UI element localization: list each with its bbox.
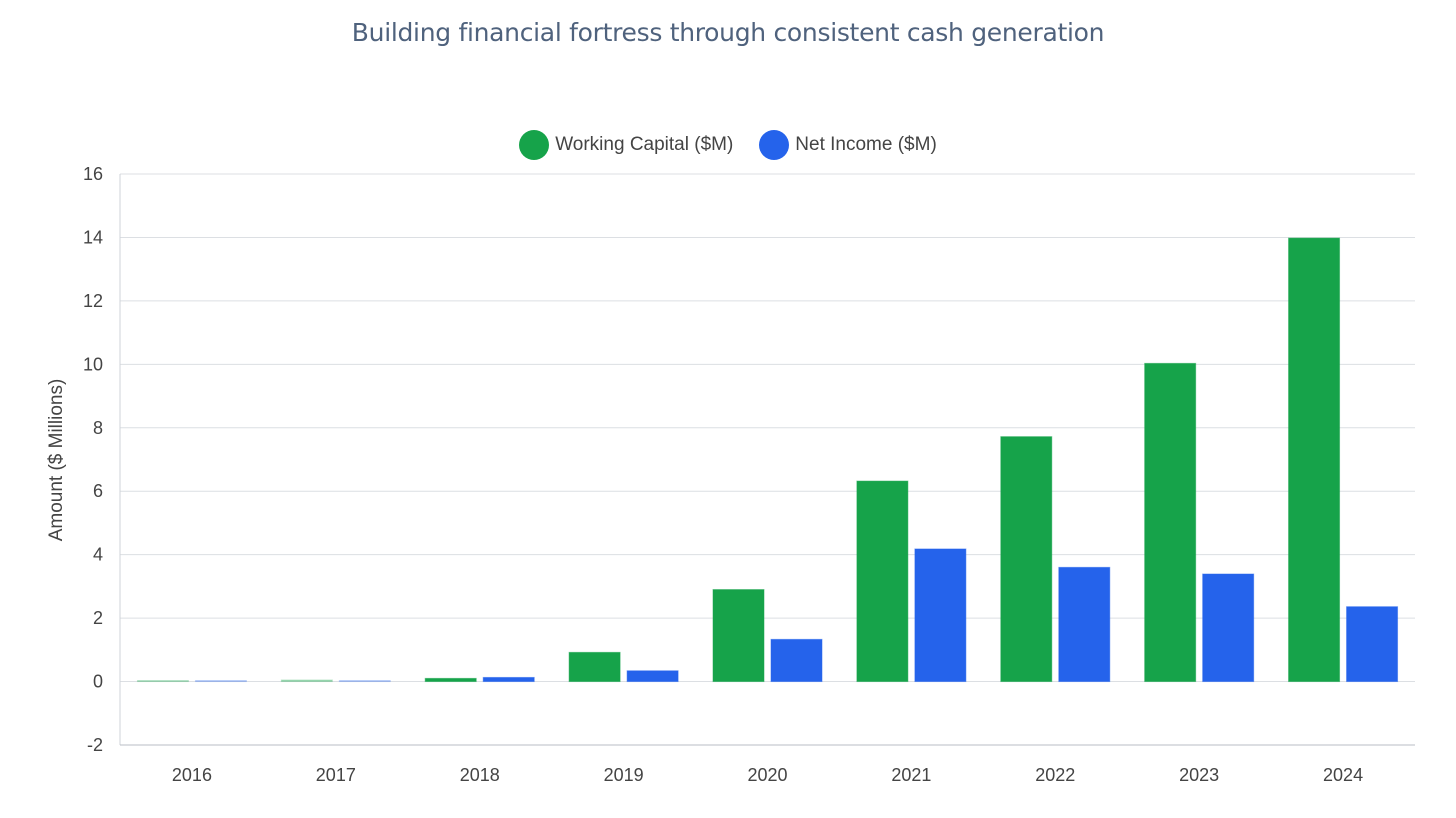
y-tick-label: 16 bbox=[83, 164, 103, 184]
x-tick-label: 2016 bbox=[172, 765, 212, 785]
bar-working-capital bbox=[568, 651, 621, 683]
x-tick-label: 2024 bbox=[1323, 765, 1363, 785]
legend-swatch-working-capital bbox=[519, 130, 550, 160]
y-tick-label: 2 bbox=[93, 608, 103, 628]
x-tick-label: 2021 bbox=[891, 765, 931, 785]
bar-net-income bbox=[1202, 573, 1255, 683]
bar-working-capital bbox=[424, 677, 477, 683]
y-tick-label: 12 bbox=[83, 291, 103, 311]
x-tick-label: 2018 bbox=[460, 765, 500, 785]
x-tick-label: 2020 bbox=[747, 765, 787, 785]
bar-net-income bbox=[914, 548, 967, 683]
legend-swatch-net-income bbox=[759, 130, 790, 160]
y-tick-label: 0 bbox=[93, 672, 103, 692]
bar-working-capital bbox=[1000, 436, 1053, 683]
y-tick-label: 8 bbox=[93, 418, 103, 438]
bar-net-income bbox=[194, 680, 247, 683]
bar-working-capital bbox=[1144, 362, 1197, 683]
x-tick-label: 2019 bbox=[604, 765, 644, 785]
bar-net-income bbox=[626, 670, 679, 683]
x-tick-label: 2017 bbox=[316, 765, 356, 785]
x-tick-label: 2023 bbox=[1179, 765, 1219, 785]
bar-working-capital bbox=[136, 680, 189, 683]
legend-label-net-income: Net Income ($M) bbox=[795, 134, 937, 155]
legend-item-working-capital[interactable]: Working Capital ($M) bbox=[519, 130, 733, 160]
bar-net-income bbox=[1058, 566, 1111, 683]
bar-net-income bbox=[1346, 606, 1399, 683]
legend-label-working-capital: Working Capital ($M) bbox=[555, 134, 734, 155]
bar-working-capital bbox=[280, 679, 333, 683]
legend-item-net-income[interactable]: Net Income ($M) bbox=[759, 130, 937, 160]
legend: Working Capital ($M) Net Income ($M) bbox=[0, 130, 1456, 160]
y-tick-label: 6 bbox=[93, 481, 103, 501]
bar-net-income bbox=[338, 680, 391, 683]
y-tick-label: 14 bbox=[83, 227, 103, 247]
bar-net-income bbox=[770, 638, 823, 683]
bar-working-capital bbox=[856, 480, 909, 683]
y-tick-label: 4 bbox=[93, 545, 103, 565]
bar-working-capital bbox=[712, 589, 765, 683]
y-tick-label: -2 bbox=[87, 735, 103, 755]
x-tick-label: 2022 bbox=[1035, 765, 1075, 785]
bar-net-income bbox=[482, 676, 535, 683]
y-tick-label: 10 bbox=[83, 354, 103, 374]
bar-working-capital bbox=[1288, 237, 1341, 683]
chart-title: Building financial fortress through cons… bbox=[351, 18, 1105, 47]
